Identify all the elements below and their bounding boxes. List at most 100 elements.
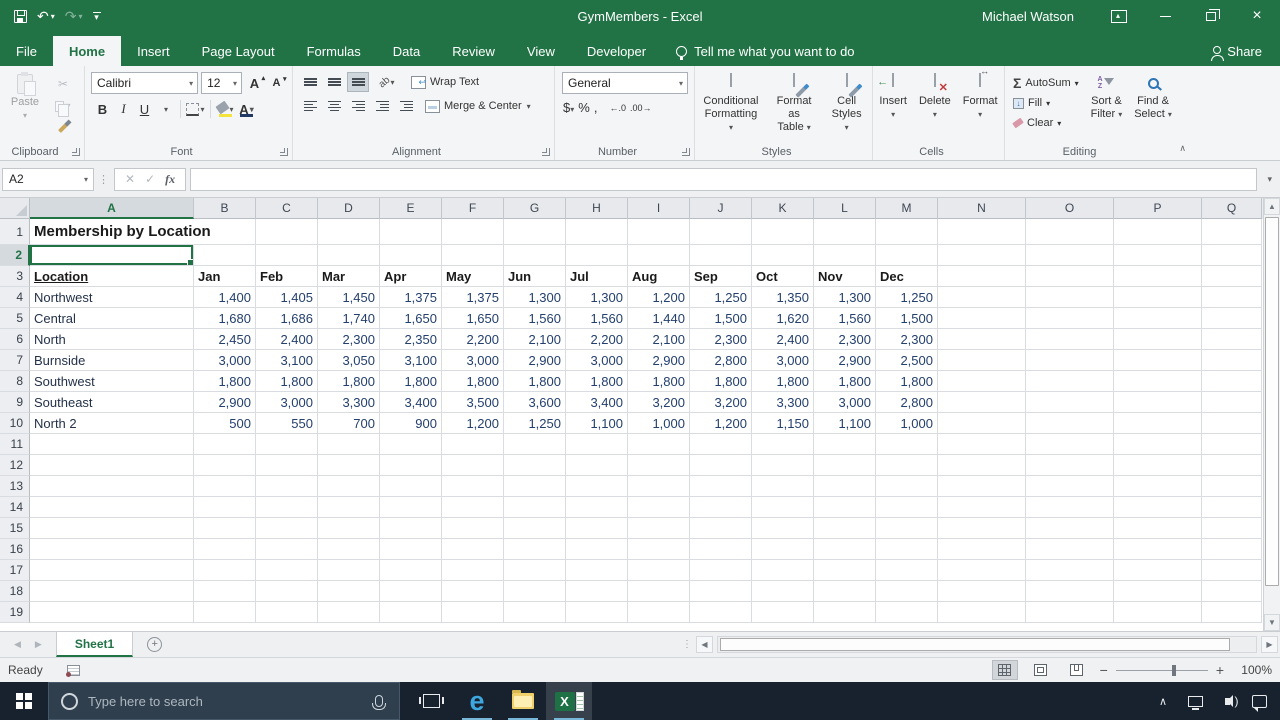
cell-D9[interactable]: 3,300 — [318, 392, 380, 413]
cell-L15[interactable] — [814, 518, 876, 539]
cell-H8[interactable]: 1,800 — [566, 371, 628, 392]
cell-G5[interactable]: 1,560 — [504, 308, 566, 329]
cell-P10[interactable] — [1114, 413, 1202, 434]
cell-H3[interactable]: Jul — [566, 266, 628, 287]
cell-C6[interactable]: 2,400 — [256, 329, 318, 350]
excel-taskbar-button[interactable]: X — [546, 682, 592, 720]
cell-O2[interactable] — [1026, 245, 1114, 266]
cell-H15[interactable] — [566, 518, 628, 539]
bottom-align-button[interactable] — [347, 72, 369, 92]
cell-O10[interactable] — [1026, 413, 1114, 434]
cell-D2[interactable] — [318, 245, 380, 266]
cell-F6[interactable]: 2,200 — [442, 329, 504, 350]
cell-M4[interactable]: 1,250 — [876, 287, 938, 308]
cell-E15[interactable] — [380, 518, 442, 539]
cell-K5[interactable]: 1,620 — [752, 308, 814, 329]
number-dialog-launcher-icon[interactable] — [682, 148, 690, 156]
align-center-button[interactable] — [323, 96, 345, 116]
cell-G17[interactable] — [504, 560, 566, 581]
cell-Q8[interactable] — [1202, 371, 1262, 392]
cell-C13[interactable] — [256, 476, 318, 497]
signed-in-user[interactable]: Michael Watson — [982, 8, 1074, 24]
cell-Q4[interactable] — [1202, 287, 1262, 308]
row-header-1[interactable]: 1 — [0, 219, 30, 245]
cell-A13[interactable] — [30, 476, 194, 497]
cell-C7[interactable]: 3,100 — [256, 350, 318, 371]
cell-J10[interactable]: 1,200 — [690, 413, 752, 434]
cell-L14[interactable] — [814, 497, 876, 518]
cell-I4[interactable]: 1,200 — [628, 287, 690, 308]
cell-P17[interactable] — [1114, 560, 1202, 581]
middle-align-button[interactable] — [323, 72, 345, 92]
taskbar-search-input[interactable]: Type here to search — [48, 682, 400, 720]
align-right-button[interactable] — [347, 96, 369, 116]
cell-M5[interactable]: 1,500 — [876, 308, 938, 329]
minimize-button[interactable] — [1142, 0, 1188, 32]
cell-I8[interactable]: 1,800 — [628, 371, 690, 392]
cell-K19[interactable] — [752, 602, 814, 623]
cell-styles-button[interactable]: Cell Styles ▾ — [823, 70, 870, 160]
horizontal-scroll-thumb[interactable] — [720, 638, 1230, 651]
cell-B15[interactable] — [194, 518, 256, 539]
row-header-18[interactable]: 18 — [0, 581, 30, 602]
cell-I1[interactable] — [628, 219, 690, 245]
cell-A5[interactable]: Central — [30, 308, 194, 329]
ribbon-display-options-button[interactable] — [1096, 0, 1142, 32]
cell-B13[interactable] — [194, 476, 256, 497]
new-sheet-button[interactable]: + — [133, 632, 176, 657]
cell-K6[interactable]: 2,400 — [752, 329, 814, 350]
cell-I9[interactable]: 3,200 — [628, 392, 690, 413]
tab-developer[interactable]: Developer — [586, 44, 647, 59]
cell-J14[interactable] — [690, 497, 752, 518]
cell-L11[interactable] — [814, 434, 876, 455]
cell-G16[interactable] — [504, 539, 566, 560]
clipboard-dialog-launcher-icon[interactable] — [72, 148, 80, 156]
row-header-10[interactable]: 10 — [0, 413, 30, 434]
cell-C5[interactable]: 1,686 — [256, 308, 318, 329]
cell-P13[interactable] — [1114, 476, 1202, 497]
cell-L17[interactable] — [814, 560, 876, 581]
cell-O8[interactable] — [1026, 371, 1114, 392]
cell-F15[interactable] — [442, 518, 504, 539]
cell-D18[interactable] — [318, 581, 380, 602]
number-format-select[interactable]: General ▾ — [562, 72, 688, 94]
cell-H14[interactable] — [566, 497, 628, 518]
customize-quick-access-button[interactable]: ▾ — [92, 11, 101, 22]
cell-B9[interactable]: 2,900 — [194, 392, 256, 413]
task-view-button[interactable] — [408, 682, 454, 720]
tab-home[interactable]: Home — [52, 36, 122, 66]
cell-O9[interactable] — [1026, 392, 1114, 413]
page-break-view-button[interactable] — [1064, 660, 1090, 680]
column-header-I[interactable]: I — [628, 198, 690, 219]
insert-function-button[interactable]: fx — [165, 171, 176, 186]
cell-O3[interactable] — [1026, 266, 1114, 287]
cell-O6[interactable] — [1026, 329, 1114, 350]
cell-M19[interactable] — [876, 602, 938, 623]
column-header-B[interactable]: B — [194, 198, 256, 219]
cell-N14[interactable] — [938, 497, 1026, 518]
cell-L13[interactable] — [814, 476, 876, 497]
cell-E12[interactable] — [380, 455, 442, 476]
cell-P4[interactable] — [1114, 287, 1202, 308]
cell-Q6[interactable] — [1202, 329, 1262, 350]
cell-J9[interactable]: 3,200 — [690, 392, 752, 413]
cell-J5[interactable]: 1,500 — [690, 308, 752, 329]
wrap-text-button[interactable]: Wrap Text — [405, 72, 485, 92]
cell-I13[interactable] — [628, 476, 690, 497]
cell-N9[interactable] — [938, 392, 1026, 413]
cell-C19[interactable] — [256, 602, 318, 623]
cell-C2[interactable] — [256, 245, 318, 266]
network-button[interactable] — [1180, 695, 1210, 710]
row-header-16[interactable]: 16 — [0, 539, 30, 560]
cell-H4[interactable]: 1,300 — [566, 287, 628, 308]
vertical-scrollbar[interactable]: ▲ ▼ — [1263, 198, 1280, 631]
cell-I7[interactable]: 2,900 — [628, 350, 690, 371]
cell-M1[interactable] — [876, 219, 938, 245]
cell-E16[interactable] — [380, 539, 442, 560]
cell-P5[interactable] — [1114, 308, 1202, 329]
cell-O15[interactable] — [1026, 518, 1114, 539]
column-header-M[interactable]: M — [876, 198, 938, 219]
vertical-scroll-thumb[interactable] — [1265, 217, 1279, 586]
cell-D5[interactable]: 1,740 — [318, 308, 380, 329]
